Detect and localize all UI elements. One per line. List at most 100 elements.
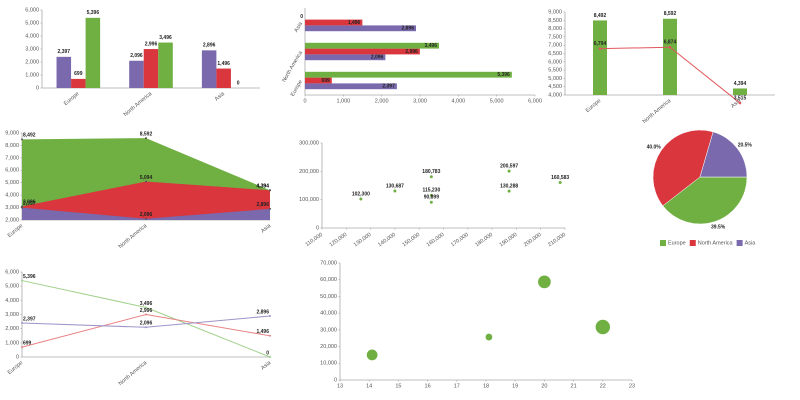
x-tick-label: 13 bbox=[337, 383, 343, 389]
x-tick-label: Asia bbox=[260, 222, 273, 234]
y-tick-label: 8,000 bbox=[548, 26, 562, 32]
bar bbox=[201, 50, 217, 88]
x-tick-label: 15 bbox=[395, 383, 401, 389]
value-label: 0 bbox=[237, 80, 240, 86]
point bbox=[507, 169, 511, 173]
marker bbox=[269, 356, 271, 358]
y-tick-label: Europe bbox=[290, 79, 304, 97]
marker bbox=[668, 45, 672, 49]
legend-label: North America bbox=[698, 240, 734, 246]
value-label: 8,592 bbox=[664, 11, 677, 17]
value-label: 5,396 bbox=[87, 10, 100, 16]
y-tick-label: 20,000 bbox=[320, 344, 337, 350]
value-label: 3,515 bbox=[734, 95, 747, 101]
legend-swatch bbox=[736, 240, 743, 246]
x-tick-label: 1,000 bbox=[336, 98, 350, 104]
value-label: 699 bbox=[321, 78, 330, 84]
y-tick-label: 70,000 bbox=[320, 260, 337, 266]
pie-slice bbox=[699, 131, 748, 178]
pie-slice bbox=[662, 176, 748, 225]
point bbox=[429, 200, 433, 204]
value-label: 699 bbox=[23, 340, 32, 346]
y-tick-label: 7,500 bbox=[548, 34, 562, 40]
y-tick-label: 9,000 bbox=[5, 130, 19, 136]
y-tick-label: 5,500 bbox=[548, 68, 562, 74]
point bbox=[429, 193, 433, 197]
y-tick-label: 2,000 bbox=[5, 217, 19, 223]
x-tick-label: 110,000 bbox=[305, 232, 324, 248]
bubble bbox=[538, 275, 551, 289]
value-label: 2,096 bbox=[130, 53, 143, 59]
area bbox=[22, 207, 270, 220]
point bbox=[429, 175, 433, 179]
y-tick-label: 200,000 bbox=[299, 169, 319, 175]
y-tick-label: 6,000 bbox=[5, 168, 19, 174]
value-label: 39.5% bbox=[711, 224, 726, 230]
x-tick-label: 14 bbox=[366, 383, 372, 389]
value-label: 6,794 bbox=[594, 41, 607, 47]
bar bbox=[733, 88, 747, 95]
value-label: 8,492 bbox=[23, 133, 36, 139]
value-label: 3,496 bbox=[140, 301, 153, 307]
marker bbox=[598, 47, 602, 50]
value-label: 40.0% bbox=[647, 145, 662, 151]
y-tick-label: 60,000 bbox=[320, 277, 337, 283]
marker bbox=[269, 189, 271, 192]
bar bbox=[305, 83, 397, 90]
value-label: 5,094 bbox=[140, 175, 153, 181]
y-tick-label: 5,000 bbox=[548, 76, 562, 82]
y-tick-label: 0 bbox=[36, 85, 39, 91]
value-label: 115,230 bbox=[422, 188, 440, 194]
y-tick-label: 5,000 bbox=[5, 180, 19, 186]
value-label: 2,996 bbox=[140, 308, 153, 314]
marker bbox=[21, 138, 23, 141]
y-tick-label: 6,000 bbox=[548, 59, 562, 65]
y-tick-label: 5,000 bbox=[25, 20, 39, 26]
marker bbox=[145, 306, 147, 309]
y-tick-label: 8,000 bbox=[5, 143, 19, 149]
point bbox=[359, 197, 363, 201]
x-tick-label: Europe bbox=[7, 360, 24, 376]
point bbox=[558, 181, 562, 185]
value-label: 2,896 bbox=[256, 202, 269, 208]
value-label: 1,496 bbox=[348, 20, 361, 26]
value-label: 2,996 bbox=[145, 41, 158, 47]
marker bbox=[21, 346, 23, 349]
value-label: 1,496 bbox=[256, 329, 269, 335]
x-tick-label: 23 bbox=[629, 383, 635, 389]
y-tick-label: 6,000 bbox=[5, 269, 19, 275]
value-label: 3,496 bbox=[159, 35, 172, 41]
y-tick-label: 0 bbox=[316, 225, 319, 231]
bar bbox=[129, 60, 144, 88]
value-label: 160,583 bbox=[551, 175, 569, 181]
y-tick-label: 7,000 bbox=[5, 155, 19, 161]
value-label: 2,096 bbox=[371, 55, 384, 61]
marker bbox=[145, 217, 147, 220]
y-tick-label: 100,000 bbox=[299, 197, 319, 203]
y-tick-label: 3,000 bbox=[5, 312, 19, 318]
y-tick-label: 10,000 bbox=[320, 361, 337, 367]
legend-label: Europe bbox=[668, 240, 686, 246]
y-tick-label: 4,000 bbox=[548, 92, 562, 98]
bar bbox=[305, 48, 420, 55]
x-tick-label: North America bbox=[118, 222, 149, 250]
marker bbox=[269, 207, 271, 210]
y-tick-label: 1,000 bbox=[5, 340, 19, 346]
value-label: 200,597 bbox=[500, 163, 518, 169]
bar bbox=[143, 49, 159, 88]
bar bbox=[305, 77, 332, 84]
value-label: 4,394 bbox=[256, 184, 269, 190]
value-label: 90,899 bbox=[424, 195, 440, 201]
y-tick-label: 4,000 bbox=[25, 33, 39, 39]
value-label: 2,896 bbox=[401, 26, 414, 32]
bubble bbox=[595, 319, 611, 335]
x-tick-label: North America bbox=[118, 359, 149, 387]
y-tick-label: 4,500 bbox=[548, 84, 562, 90]
bar bbox=[56, 56, 72, 88]
y-tick-label: 9,000 bbox=[548, 9, 562, 15]
y-tick-label: 0 bbox=[334, 377, 337, 383]
y-tick-label: 0 bbox=[16, 354, 19, 360]
value-label: 2,997 bbox=[23, 201, 36, 207]
y-tick-label: 5,000 bbox=[5, 284, 19, 290]
